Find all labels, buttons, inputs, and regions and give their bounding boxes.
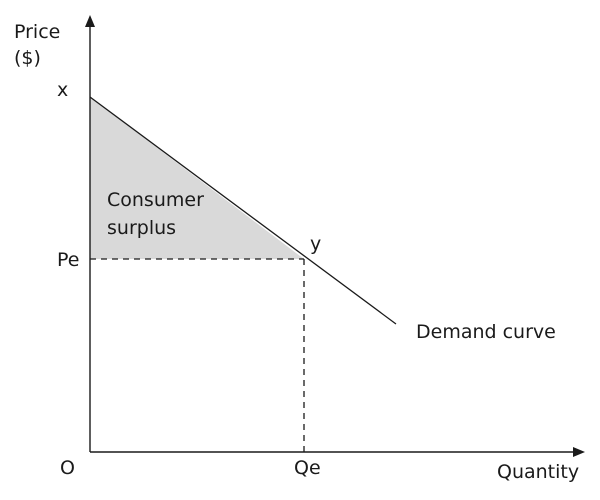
origin-label: O: [60, 457, 75, 479]
point-y-label: y: [310, 233, 321, 255]
x-axis-label: Quantity: [497, 461, 579, 483]
equilibrium-price-label: Pe: [57, 249, 79, 271]
x-axis-arrowhead: [573, 447, 585, 457]
y-axis-label-line1: Price: [14, 21, 60, 43]
consumer-surplus-label-line1: Consumer: [107, 189, 204, 211]
consumer-surplus-label-line2: surplus: [107, 217, 176, 239]
equilibrium-quantity-label: Qe: [294, 457, 321, 479]
y-axis-label-line2: ($): [14, 47, 41, 69]
demand-curve-label: Demand curve: [416, 321, 556, 343]
consumer-surplus-area: [90, 97, 304, 259]
demand-curve-line: [89, 96, 397, 325]
y-axis-arrowhead: [85, 15, 95, 27]
point-x-label: x: [57, 79, 68, 101]
